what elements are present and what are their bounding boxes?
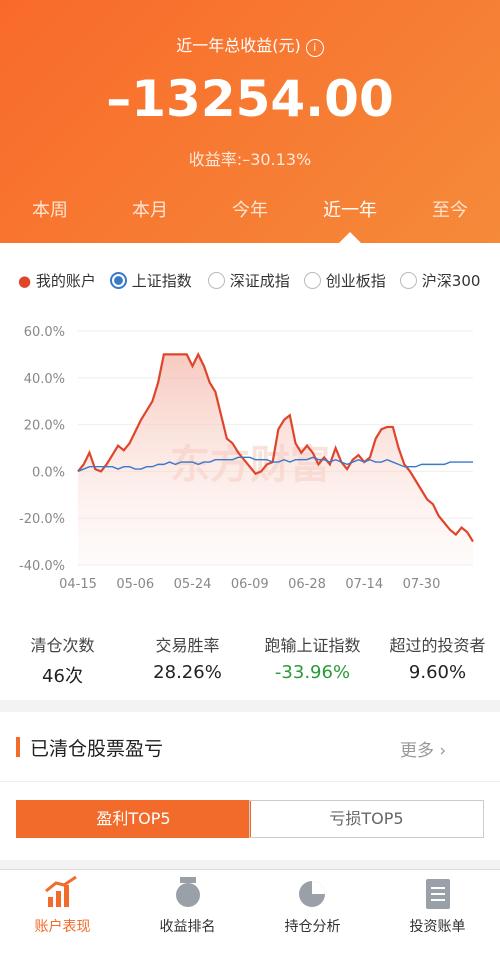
nav-label[interactable]: 持仓分析 (284, 919, 341, 935)
stat-value: 28.26% (153, 662, 222, 683)
x-tick-label: 04-15 (59, 577, 97, 592)
radio (400, 272, 417, 289)
separator (0, 700, 500, 712)
nav-icons (45, 875, 450, 909)
line (77, 456, 473, 473)
legend-mine: ● 我的账户 (18, 270, 96, 291)
stat-name: 交易胜率 (155, 636, 220, 655)
legend-label: 创业板指 (325, 272, 386, 290)
radio (208, 272, 225, 289)
rate: 收益率:–30.13% (0, 146, 500, 170)
dot: ● (18, 272, 32, 290)
toggle-loss[interactable]: 亏损TOP5 (249, 800, 484, 838)
x-tick-label: 06-09 (231, 577, 269, 592)
tab[interactable]: 至今 (432, 200, 468, 221)
legend-option[interactable]: 沪深300 (400, 270, 480, 291)
nav-label[interactable]: 收益排名 (159, 919, 216, 935)
total: –13254.00 (106, 70, 394, 128)
header (0, 0, 500, 243)
more-text: 更多 (400, 741, 434, 761)
toggle-profit[interactable]: 盈利TOP5 (16, 800, 251, 838)
legend-label: 上证指数 (131, 272, 192, 290)
stat-name: 跑输上证指数 (264, 636, 361, 655)
x-tick-label: 07-30 (403, 577, 441, 592)
stat-value: 46次 (42, 666, 83, 687)
nav-label[interactable]: 投资账单 (409, 919, 466, 935)
tab[interactable]: 近一年 (323, 200, 377, 221)
legend-option[interactable]: 创业板指 (304, 270, 386, 291)
tab-notch (338, 232, 362, 244)
legend-label: 我的账户 (35, 272, 96, 290)
rate-label: 收益率: (188, 150, 243, 169)
bottom-nav (0, 869, 500, 970)
stat-name: 清仓次数 (30, 636, 95, 655)
section-title: 已清仓股票盈亏 (30, 738, 164, 760)
legend-label: 沪深300 (421, 272, 481, 290)
x-tick-label: 07-14 (345, 577, 383, 592)
divider (0, 781, 500, 782)
header-title: 近一年总收益(元) i (0, 32, 500, 57)
tab[interactable]: 本周 (32, 200, 68, 221)
chart: -40.0%-20.0%0.0%20.0%40.0%60.0%东方财富04-15… (19, 325, 474, 592)
y-tick-label: 20.0% (24, 419, 65, 434)
x-tick-label: 06-28 (288, 577, 326, 592)
line (77, 351, 474, 543)
rate-value: –30.13% (242, 150, 312, 169)
y-tick-label: 0.0% (32, 465, 65, 480)
y-tick-label: -20.0% (19, 512, 65, 527)
legend-label: 深证成指 (229, 272, 290, 290)
x-tick-label: 05-06 (116, 577, 154, 592)
section-bar (16, 737, 20, 757)
stat-value: 9.60% (408, 662, 467, 683)
area (78, 354, 473, 565)
y-tick-label: 40.0% (24, 372, 65, 387)
tab[interactable]: 今年 (232, 200, 268, 221)
y-tick-label: 60.0% (24, 325, 65, 340)
stat-value: -33.96% (274, 662, 351, 683)
more[interactable]: 更多 › (400, 741, 447, 761)
stat-name: 超过的投资者 (389, 636, 486, 655)
nav-label[interactable]: 账户表现 (34, 919, 91, 935)
separator (0, 860, 500, 870)
radio (304, 272, 321, 289)
x-tick-label: 05-24 (174, 577, 212, 592)
info-icon[interactable]: i (305, 39, 324, 57)
legend-index[interactable]: 上证指数 (110, 270, 192, 291)
title-text: 近一年总收益(元) (176, 36, 301, 55)
tab[interactable]: 本月 (132, 200, 168, 221)
radio (110, 272, 127, 289)
y-tick-label: -40.0% (19, 559, 65, 574)
legend-option[interactable]: 深证成指 (208, 270, 290, 291)
